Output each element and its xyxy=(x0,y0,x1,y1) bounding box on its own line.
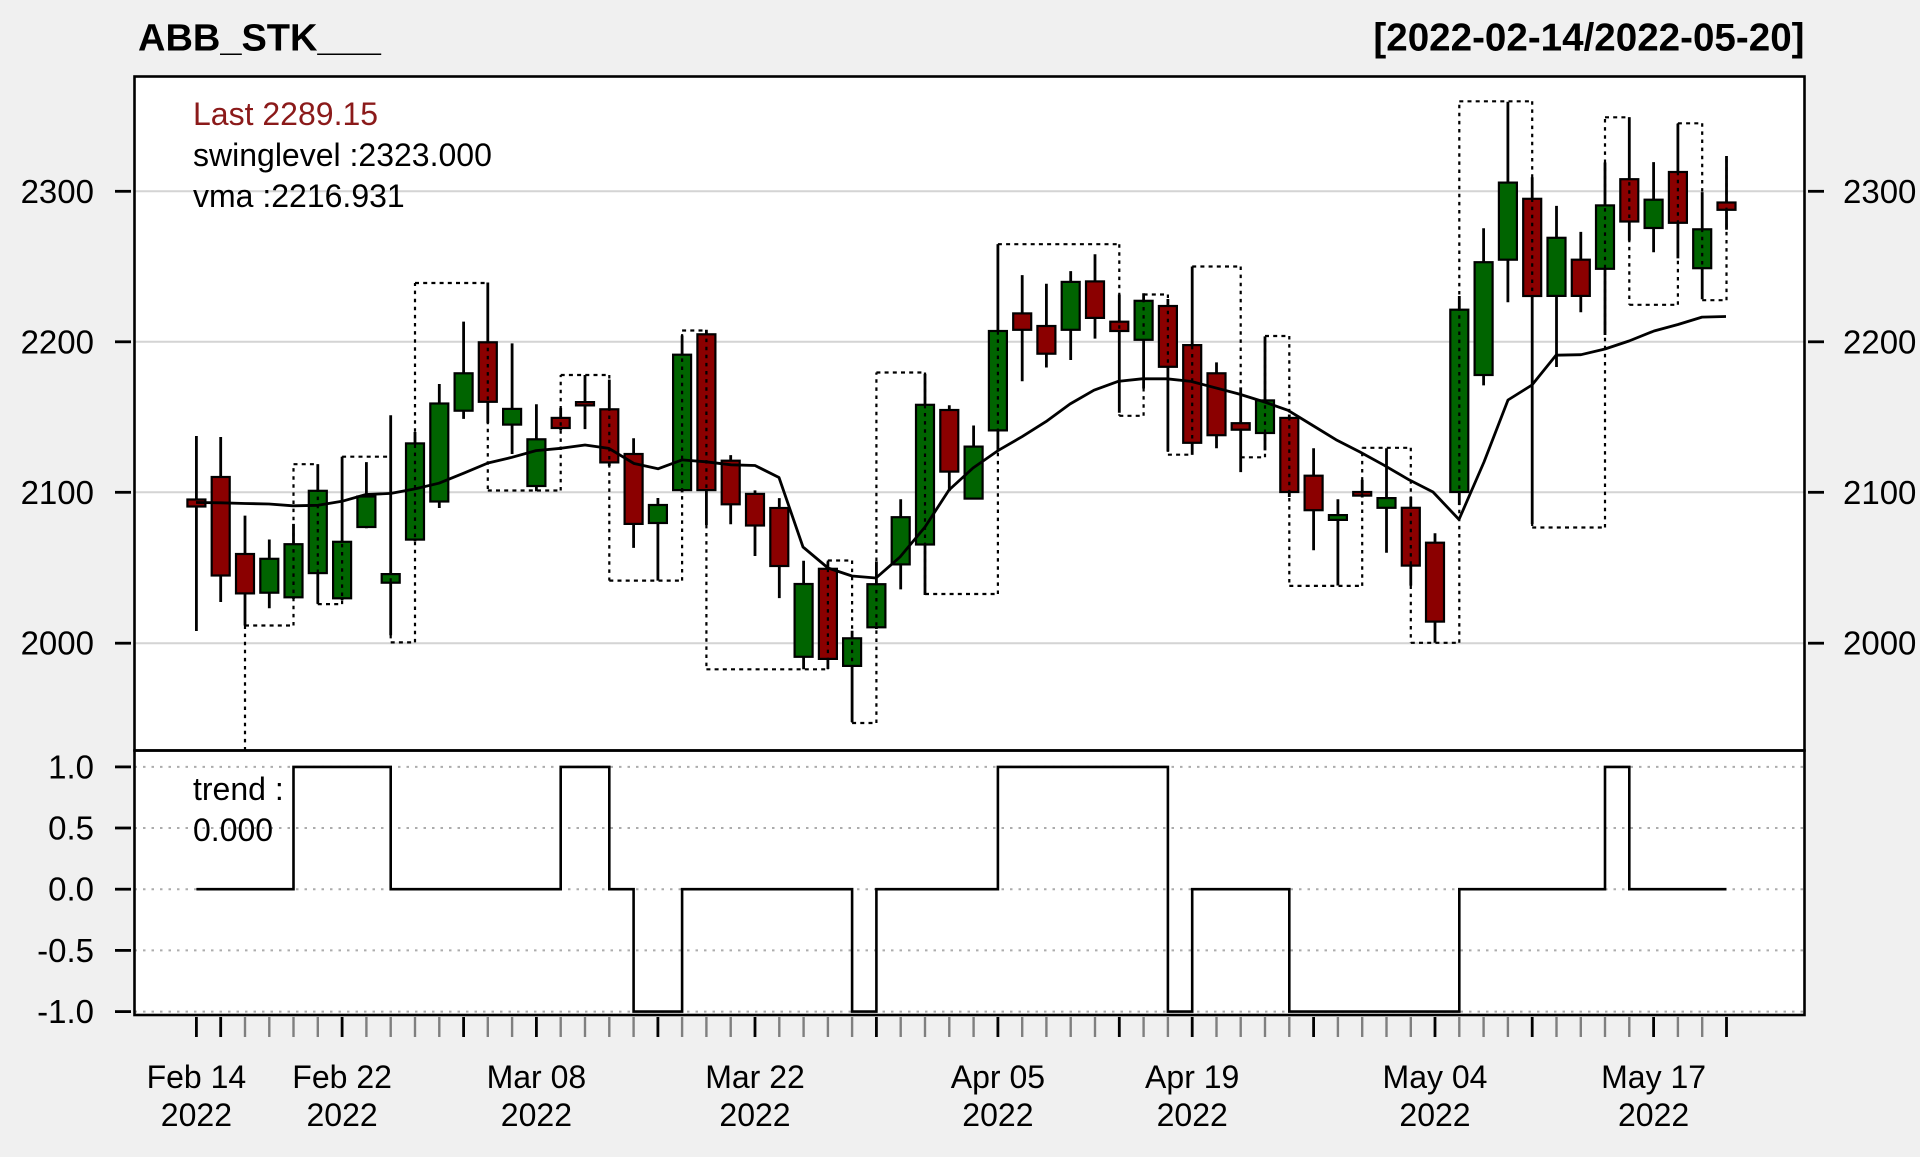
svg-text:trend :: trend : xyxy=(193,771,284,807)
svg-text:2022: 2022 xyxy=(1157,1097,1228,1133)
svg-text:2000: 2000 xyxy=(1843,625,1916,662)
svg-text:2022: 2022 xyxy=(719,1097,790,1133)
svg-text:ABB_STK___: ABB_STK___ xyxy=(138,18,382,60)
svg-text:2000: 2000 xyxy=(21,625,94,662)
svg-text:2022: 2022 xyxy=(962,1097,1033,1133)
svg-text:2200: 2200 xyxy=(21,323,94,360)
svg-text:May 04: May 04 xyxy=(1383,1059,1488,1095)
svg-text:May 17: May 17 xyxy=(1601,1059,1706,1095)
svg-text:2200: 2200 xyxy=(1843,323,1916,360)
svg-text:Mar 22: Mar 22 xyxy=(705,1059,805,1095)
svg-text:-0.5: -0.5 xyxy=(37,932,94,969)
svg-text:Apr 05: Apr 05 xyxy=(951,1059,1045,1095)
svg-text:0.5: 0.5 xyxy=(48,810,94,847)
svg-text:Feb 14: Feb 14 xyxy=(147,1059,247,1095)
svg-text:0.0: 0.0 xyxy=(48,871,94,908)
svg-text:2300: 2300 xyxy=(21,173,94,210)
svg-text:-1.0: -1.0 xyxy=(37,993,94,1030)
svg-text:Last 2289.15: Last 2289.15 xyxy=(193,96,378,132)
svg-text:2022: 2022 xyxy=(501,1097,572,1133)
svg-text:Apr 19: Apr 19 xyxy=(1145,1059,1239,1095)
svg-text:2022: 2022 xyxy=(307,1097,378,1133)
svg-text:2100: 2100 xyxy=(1843,474,1916,511)
svg-text:1.0: 1.0 xyxy=(48,748,94,785)
svg-text:[2022-02-14/2022-05-20]: [2022-02-14/2022-05-20] xyxy=(1373,17,1804,60)
svg-text:2100: 2100 xyxy=(21,474,94,511)
svg-text:2022: 2022 xyxy=(1618,1097,1689,1133)
svg-text:vma :2216.931: vma :2216.931 xyxy=(193,178,405,214)
svg-text:Mar 08: Mar 08 xyxy=(487,1059,587,1095)
svg-text:Feb 22: Feb 22 xyxy=(292,1059,392,1095)
svg-text:2022: 2022 xyxy=(161,1097,232,1133)
svg-text:2300: 2300 xyxy=(1843,173,1916,210)
svg-text:2022: 2022 xyxy=(1399,1097,1470,1133)
svg-text:0.000: 0.000 xyxy=(193,812,273,848)
svg-text:swinglevel :2323.000: swinglevel :2323.000 xyxy=(193,137,492,173)
